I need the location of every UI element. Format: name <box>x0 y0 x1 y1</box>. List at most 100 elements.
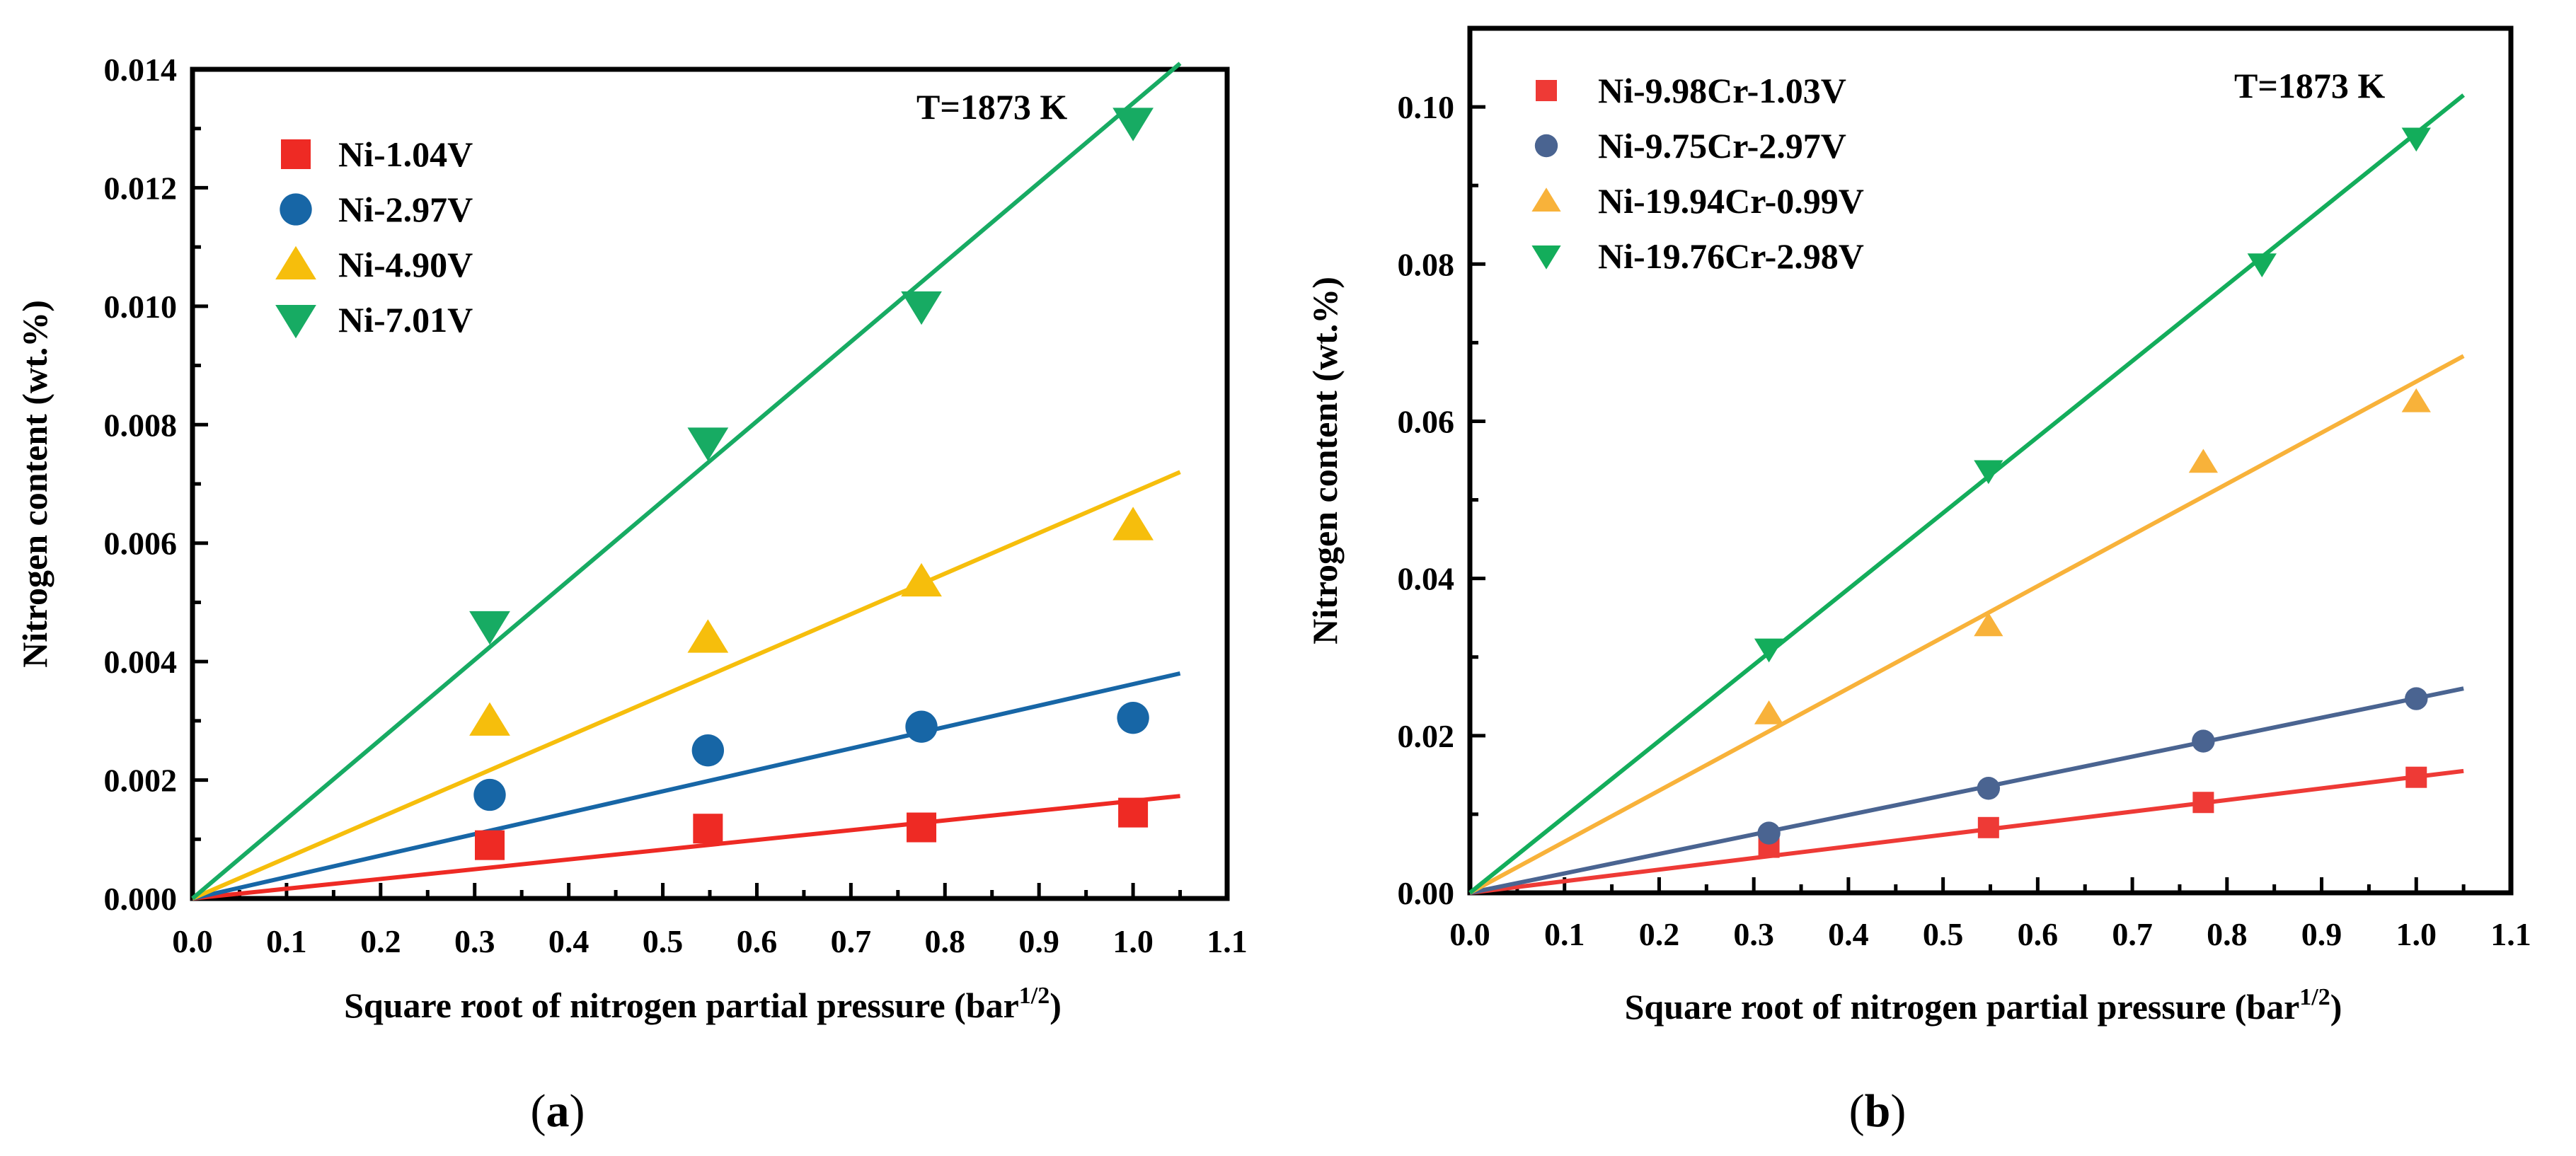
data-point <box>687 619 729 653</box>
legend-marker <box>1534 134 1558 158</box>
legend-label: Ni-1.04V <box>338 134 473 174</box>
x-tick-label: 0.2 <box>1639 916 1680 952</box>
x-tick-label: 0.4 <box>548 923 590 959</box>
y-tick-label: 0.004 <box>104 644 178 680</box>
legend-marker <box>275 305 316 339</box>
data-point <box>1974 460 2003 485</box>
y-tick-label: 0.010 <box>104 289 178 325</box>
x-tick-label: 1.1 <box>1207 923 1248 959</box>
data-point <box>469 611 510 645</box>
y-tick-label: 0.014 <box>104 52 178 88</box>
fit-line <box>1468 354 2465 895</box>
data-point <box>474 830 505 860</box>
y-tick-label: 0.008 <box>104 407 178 443</box>
x-tick-label: 0.4 <box>1828 916 1869 952</box>
data-point <box>2401 127 2431 152</box>
data-point <box>1118 797 1149 828</box>
legend-marker <box>281 139 311 169</box>
x-tick-label: 0.9 <box>1018 923 1059 959</box>
data-point <box>1754 638 1784 663</box>
legend-label: Ni-19.76Cr-2.98V <box>1598 236 1864 276</box>
data-point <box>2401 388 2431 412</box>
x-tick-label: 0.5 <box>1923 916 1964 952</box>
y-tick-label: 0.006 <box>104 526 178 562</box>
data-point <box>901 291 942 325</box>
y-tick-label: 0.000 <box>104 881 178 917</box>
y-tick-label: 0.02 <box>1398 718 1455 754</box>
data-point <box>2192 729 2215 753</box>
x-tick-label: 0.8 <box>925 923 966 959</box>
x-tick-label: 1.0 <box>1112 923 1154 959</box>
x-tick-label: 0.7 <box>2112 916 2153 952</box>
fit-line <box>192 794 1180 901</box>
x-tick-label: 0.9 <box>2301 916 2342 952</box>
legend-marker <box>1531 187 1561 212</box>
y-tick-label: 0.002 <box>104 763 178 799</box>
y-axis-label: Nitrogen content (wt.%) <box>1305 277 1345 645</box>
data-point <box>2188 449 2219 473</box>
data-point <box>1977 816 1999 838</box>
x-tick-label: 0.1 <box>266 923 307 959</box>
panel-label: (a) <box>531 1085 585 1137</box>
y-tick-label: 0.08 <box>1398 246 1455 282</box>
x-tick-label: 0.7 <box>831 923 872 959</box>
data-point <box>2405 687 2428 710</box>
panel-label: (b) <box>1849 1085 1907 1137</box>
data-point <box>1754 700 1784 724</box>
x-tick-label: 0.8 <box>2207 916 2248 952</box>
panel-b: 0.0 0.1 0.2 0.3 0.4 0.5 0.6 0.7 0.8 0.9 1.0 1.1 0.00… <box>1305 25 2531 1137</box>
fit-line <box>1469 686 2464 895</box>
legend-marker <box>280 193 312 226</box>
x-tick-label: 0.0 <box>1449 916 1490 952</box>
panel-a: 0.0 0.1 0.2 0.3 0.4 0.5 0.6 0.7 0.8 0.9 1.0 1.1 0.00… <box>15 52 1248 1137</box>
legend-label: Ni-19.94Cr-0.99V <box>1598 181 1864 221</box>
data-point <box>687 427 729 461</box>
x-tick-label: 0.3 <box>454 923 495 959</box>
data-point <box>2405 766 2427 788</box>
temperature-annotation: T=1873 K <box>916 87 1067 127</box>
data-point <box>1112 507 1154 541</box>
data-point <box>1757 821 1781 845</box>
data-point <box>1977 777 2001 800</box>
legend-label: Ni-2.97V <box>338 190 473 229</box>
fit-line <box>191 470 1181 901</box>
data-point <box>1112 108 1154 141</box>
data-point <box>469 702 510 736</box>
legend-label: Ni-9.98Cr-1.03V <box>1598 71 1846 110</box>
legend-marker <box>1531 245 1561 270</box>
x-tick-label: 0.1 <box>1544 916 1585 952</box>
x-tick-label: 0.0 <box>172 923 213 959</box>
fit-line <box>192 671 1181 901</box>
fit-line <box>1469 768 2464 895</box>
data-point <box>2192 792 2214 814</box>
legend-label: Ni-4.90V <box>338 245 473 284</box>
y-tick-label: 0.00 <box>1398 875 1455 911</box>
y-tick-label: 0.04 <box>1398 561 1455 597</box>
x-axis-label: Square root of nitrogen partial pressure… <box>1625 984 2342 1027</box>
x-tick-label: 0.6 <box>2018 916 2059 952</box>
x-tick-label: 1.1 <box>2490 916 2531 952</box>
data-point <box>1117 701 1149 734</box>
x-tick-label: 0.5 <box>643 923 684 959</box>
fit-line <box>191 62 1182 901</box>
data-point <box>693 814 723 844</box>
legend-marker <box>275 245 316 279</box>
data-point <box>907 812 937 843</box>
legend-label: Ni-9.75Cr-2.97V <box>1598 126 1846 166</box>
data-point <box>691 734 725 767</box>
x-tick-label: 0.2 <box>360 923 401 959</box>
y-tick-label: 0.012 <box>104 170 178 206</box>
x-tick-label: 0.6 <box>737 923 778 959</box>
x-axis-label: Square root of nitrogen partial pressure… <box>344 983 1062 1025</box>
y-tick-label: 0.10 <box>1398 89 1455 125</box>
temperature-annotation: T=1873 K <box>2234 66 2385 105</box>
fit-line <box>1468 93 2466 895</box>
data-point <box>2247 253 2277 278</box>
data-point <box>901 562 942 597</box>
y-axis-label: Nitrogen content (wt.%) <box>15 300 54 668</box>
data-point <box>905 710 938 743</box>
data-point <box>1974 612 2003 637</box>
x-tick-label: 0.3 <box>1733 916 1774 952</box>
legend-label: Ni-7.01V <box>338 300 473 340</box>
